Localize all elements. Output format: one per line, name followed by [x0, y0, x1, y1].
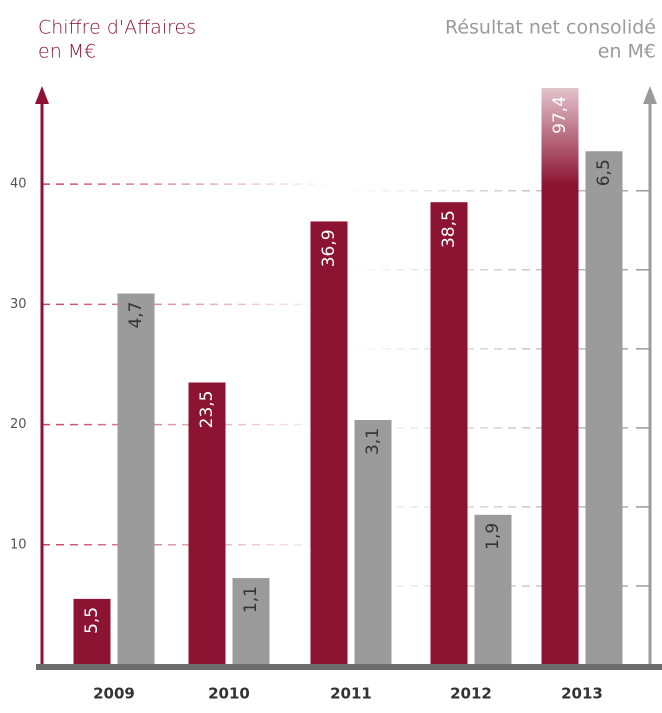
- bar: [117, 293, 155, 665]
- bar: [474, 514, 512, 665]
- value-label: 5,5: [82, 607, 102, 634]
- x-tick-label: 2010: [208, 685, 250, 703]
- value-label: 1,9: [483, 523, 503, 550]
- bar: [541, 88, 579, 666]
- bar: [430, 202, 468, 665]
- y-tick-label: 40: [10, 177, 27, 192]
- bar: [354, 419, 392, 665]
- y-tick-label: 20: [10, 417, 27, 432]
- y-tick-label: 30: [10, 297, 27, 312]
- value-label: 4,7: [126, 302, 146, 329]
- value-label: 38,5: [439, 210, 459, 248]
- bar: [585, 151, 623, 665]
- y-tick-label: 10: [10, 537, 27, 552]
- y2-axis-title: en M€: [598, 41, 656, 63]
- y-axis-title: en M€: [38, 41, 96, 63]
- x-tick-label: 2009: [93, 685, 135, 703]
- x-tick-label: 2012: [450, 685, 492, 703]
- y2-axis-title: Résultat net consolidé: [445, 17, 656, 39]
- bar: [188, 382, 226, 665]
- value-label: 6,5: [594, 159, 614, 186]
- series: [117, 151, 623, 665]
- value-label: 36,9: [319, 229, 339, 267]
- value-label: 3,1: [363, 428, 383, 455]
- bars: [73, 88, 623, 666]
- value-label: 23,5: [197, 391, 217, 429]
- series: [73, 88, 579, 666]
- y-axis-title: Chiffre d'Affaires: [38, 17, 196, 39]
- bar: [232, 578, 270, 665]
- bar: [310, 221, 348, 665]
- labels: 10 20 30 40 2009 2010 2011 2012 2013 5,5 23,5 36,9 3…: [10, 96, 614, 703]
- value-label: 1,1: [241, 586, 261, 613]
- x-tick-label: 2011: [330, 685, 372, 703]
- bar: [73, 598, 111, 665]
- y2-axis-arrow: [643, 86, 657, 104]
- y-axis-arrow: [35, 86, 49, 104]
- value-label: 97,4: [550, 96, 570, 134]
- x-tick-label: 2013: [561, 685, 603, 703]
